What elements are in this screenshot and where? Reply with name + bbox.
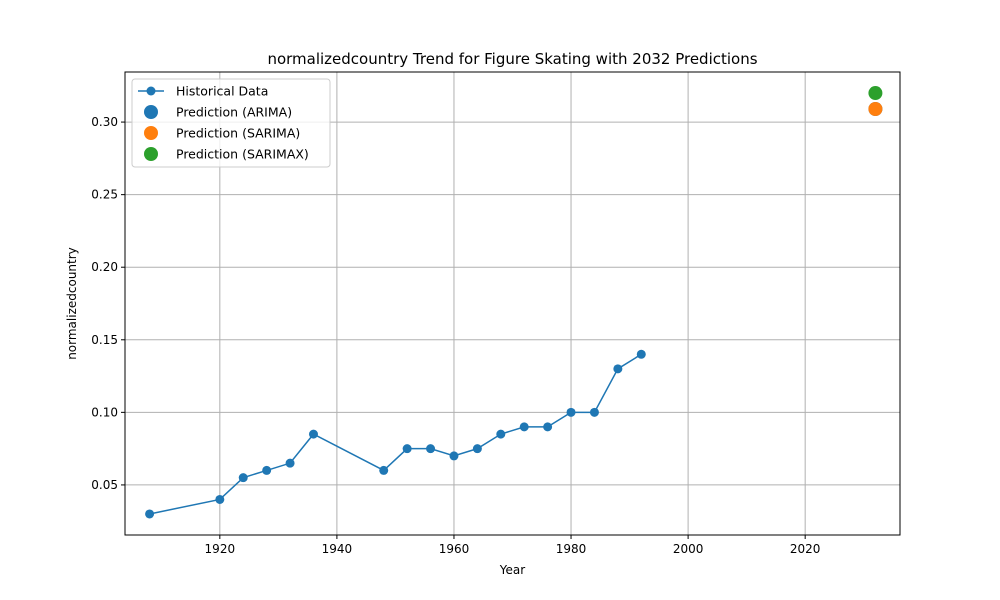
series-prediction-sarima — [868, 102, 883, 117]
y-tick-label: 0.15 — [91, 333, 118, 347]
legend-marker — [144, 126, 158, 140]
series-historical-data — [145, 349, 646, 519]
x-axis-label: Year — [499, 563, 525, 577]
x-tick-label: 1960 — [439, 542, 470, 556]
data-point — [308, 429, 318, 439]
x-tick-label: 1920 — [205, 542, 236, 556]
y-axis-label: normalizedcountry — [65, 247, 79, 360]
data-point — [426, 444, 436, 454]
legend-marker — [144, 147, 158, 161]
legend-item: Historical Data — [138, 84, 268, 99]
legend-label: Historical Data — [176, 84, 268, 99]
plot-frame — [124, 71, 901, 536]
data-point — [543, 422, 553, 432]
data-point — [238, 473, 248, 483]
data-point — [613, 364, 623, 374]
data-point — [285, 458, 295, 468]
data-point — [472, 444, 482, 454]
legend-marker — [146, 86, 156, 96]
data-point — [262, 465, 272, 475]
legend-box — [131, 78, 331, 168]
y-axis: 0.05 0.10 0.15 0.20 0.25 0.30 — [91, 115, 125, 492]
x-tick-label: 2020 — [790, 542, 821, 556]
x-axis: 1920 1940 1960 1980 2000 2020 — [205, 535, 821, 556]
data-point — [379, 465, 389, 475]
prediction-point — [868, 102, 883, 117]
y-tick-label: 0.05 — [91, 478, 118, 492]
legend: Historical Data Prediction (ARIMA) Predict… — [131, 78, 331, 168]
legend-item: Prediction (SARIMA) — [144, 126, 300, 141]
legend-label: Prediction (SARIMA) — [176, 126, 300, 141]
legend-item: Prediction (SARIMAX) — [144, 147, 309, 162]
y-tick-label: 0.20 — [91, 260, 118, 274]
x-tick-label: 2000 — [673, 542, 704, 556]
series-line — [149, 353, 642, 515]
legend-item: Prediction (ARIMA) — [144, 105, 292, 120]
data-point — [589, 407, 599, 417]
legend-label: Prediction (ARIMA) — [176, 105, 292, 120]
data-point — [449, 451, 459, 461]
data-point — [636, 349, 646, 359]
data-point — [496, 429, 506, 439]
chart-title: normalizedcountry Trend for Figure Skati… — [267, 50, 757, 68]
y-tick-label: 0.30 — [91, 115, 118, 129]
data-point — [145, 509, 155, 519]
data-point — [566, 407, 576, 417]
prediction-point — [868, 86, 883, 101]
data-point — [519, 422, 529, 432]
y-tick-label: 0.10 — [91, 405, 118, 419]
x-tick-label: 1940 — [322, 542, 353, 556]
series-prediction-sarimax — [868, 86, 883, 101]
plot-area — [145, 86, 883, 519]
x-tick-label: 1980 — [556, 542, 587, 556]
legend-marker — [144, 105, 158, 119]
y-tick-label: 0.25 — [91, 188, 118, 202]
data-point — [402, 444, 412, 454]
legend-label: Prediction (SARIMAX) — [176, 147, 309, 162]
data-point — [215, 494, 225, 504]
